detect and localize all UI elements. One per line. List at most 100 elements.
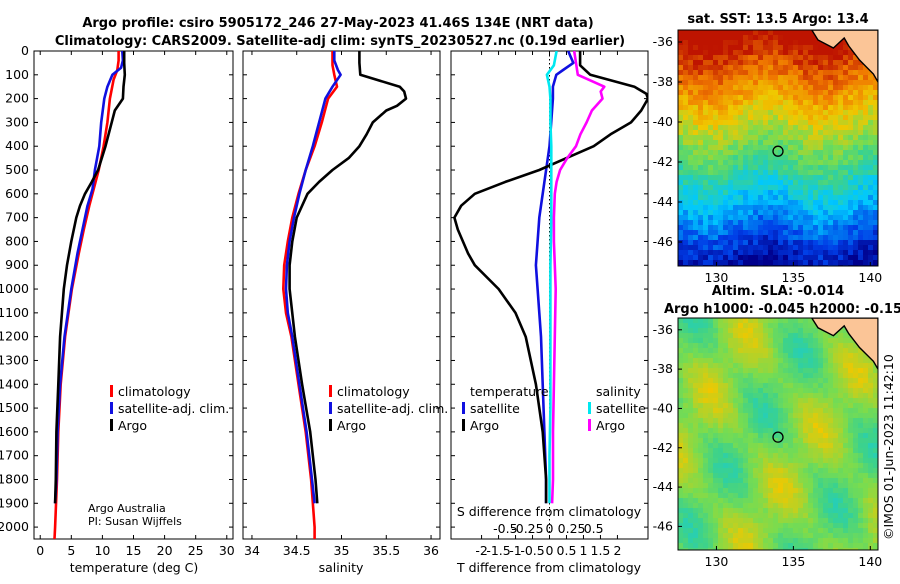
x-tick-label: 10	[94, 543, 110, 558]
legend-swatch-s-argo	[588, 419, 591, 431]
salinity-xlabel: salinity	[319, 560, 364, 575]
temperature-axes	[33, 50, 234, 540]
legend-label-s-satellite: satellite	[596, 401, 646, 416]
sst-map-ticks: 130 135 140 -36 -38 -40 -42 -44 -46	[653, 34, 883, 285]
series-satellite-adj-clim-	[284, 51, 342, 504]
s-x-tick-label: 0.5	[584, 521, 604, 536]
depth-tick-label: 600	[5, 186, 29, 201]
s-x-tick-label: -0.5	[493, 521, 517, 536]
legend-label-s-argo: Argo	[596, 418, 625, 433]
land-area	[810, 318, 878, 371]
map-y-tick-label: -36	[653, 34, 673, 49]
s-difference-xlabel: S difference from climatology	[457, 504, 642, 519]
map-y-tick-label: -42	[653, 440, 673, 455]
depth-tick-label: 1000	[0, 281, 29, 296]
salinity-legend: climatology satellite-adj. clim. Argo	[329, 384, 448, 433]
salinity-plot: 34 34.5 35 35.5 36	[244, 51, 439, 558]
series-t-satellite	[534, 51, 575, 504]
x-tick-label: 36	[423, 543, 439, 558]
depth-tick-label: 1900	[0, 495, 29, 510]
sla-map-title1: Altim. SLA: -0.014	[712, 284, 844, 299]
depth-tick-label: 500	[5, 162, 29, 177]
temperature-plot: 0 5 10 15 20 25 30	[36, 51, 235, 558]
credit-line1: Argo Australia	[88, 502, 166, 515]
x-tick-label: -1	[509, 543, 521, 558]
legend-label-argo: Argo	[337, 418, 366, 433]
depth-tick-label: 100	[5, 67, 29, 82]
map-y-tick-label: -46	[653, 234, 673, 249]
x-tick-label: 15	[126, 543, 142, 558]
legend-label-t-satellite: satellite	[470, 401, 520, 416]
depth-tick-label: 400	[5, 138, 29, 153]
map-y-tick-label: -44	[653, 479, 673, 494]
map-y-tick-label: -40	[653, 400, 673, 415]
legend-swatch-argo	[110, 419, 113, 431]
depth-tick-label: 1500	[0, 400, 29, 415]
map-y-tick-label: -38	[653, 361, 673, 376]
x-tick-label: 25	[188, 543, 204, 558]
figure-title-line1: Argo profile: csiro 5905172_246 27-May-2…	[82, 16, 593, 31]
sla-map-ticks: 130 135 140 -36 -38 -40 -42 -44 -46	[653, 322, 883, 569]
temperature-legend: climatology satellite-adj. clim. Argo	[110, 384, 229, 433]
x-tick-label: 0	[546, 543, 554, 558]
series-s-argo	[550, 51, 606, 504]
depth-tick-label: 700	[5, 210, 29, 225]
float-position-marker	[772, 145, 784, 157]
x-tick-label: 20	[157, 543, 173, 558]
s-x-tick-label: -0.25	[511, 521, 543, 536]
timestamp: ©IMOS 01-Jun-2023 11:42:10	[881, 354, 896, 540]
legend-swatch-climatology	[329, 385, 332, 397]
figure-title-line2: Climatology: CARS2009. Satellite-adj cli…	[55, 34, 625, 49]
legend-label-climatology: climatology	[337, 384, 410, 399]
depth-tick-label: 1700	[0, 448, 29, 463]
depth-tick-label: 1400	[0, 376, 29, 391]
legend-title-salinity: salinity	[596, 384, 641, 399]
map-x-tick-label: 140	[858, 554, 882, 569]
sst-map	[678, 30, 878, 266]
depth-tick-label: 1200	[0, 329, 29, 344]
legend-label-climatology: climatology	[118, 384, 191, 399]
legend-swatch-s-satellite	[588, 402, 591, 414]
map-x-tick-label: 135	[781, 554, 805, 569]
legend-swatch-satellite	[329, 402, 332, 414]
series-argo	[288, 51, 408, 504]
depth-tick-label: 900	[5, 257, 29, 272]
s-x-tick-label: 0.25	[558, 521, 586, 536]
x-tick-label: 1	[579, 543, 587, 558]
difference-legend: temperature satellite Argo salinity sate…	[462, 384, 646, 433]
legend-swatch-t-satellite	[462, 402, 465, 414]
credit-line2: PI: Susan Wijffels	[88, 515, 182, 528]
series-s-satellite	[545, 51, 558, 504]
sst-map-frame	[677, 29, 879, 267]
map-y-tick-label: -44	[653, 194, 673, 209]
x-tick-label: 35	[334, 543, 350, 558]
land-area	[810, 30, 878, 84]
x-tick-label: -2	[475, 543, 487, 558]
map-x-tick-label: 135	[781, 270, 805, 285]
depth-axis: 0 100 200 300 400 500 600 700 800 900 1000 1100 1200…	[0, 43, 648, 534]
depth-tick-label: 200	[5, 91, 29, 106]
legend-label-satellite: satellite-adj. clim.	[337, 401, 448, 416]
depth-tick-label: 0	[21, 43, 29, 58]
x-tick-label: 0	[36, 543, 44, 558]
t-difference-xlabel: T difference from climatology	[456, 560, 642, 575]
x-tick-label: 34.5	[283, 543, 311, 558]
sla-map-title2: Argo h1000: -0.045 h2000: -0.15	[664, 302, 900, 317]
map-x-tick-label: 130	[705, 554, 729, 569]
map-y-tick-label: -36	[653, 322, 673, 337]
legend-swatch-climatology	[110, 385, 113, 397]
depth-tick-label: 1800	[0, 471, 29, 486]
x-tick-label: -0.5	[520, 543, 544, 558]
map-x-tick-label: 130	[705, 270, 729, 285]
series-t-argo	[453, 51, 648, 504]
depth-tick-label: 800	[5, 233, 29, 248]
legend-label-argo: Argo	[118, 418, 147, 433]
legend-label-t-argo: Argo	[470, 418, 499, 433]
depth-tick-label: 2000	[0, 519, 29, 534]
depth-tick-label: 1300	[0, 352, 29, 367]
x-tick-label: 1.5	[591, 543, 611, 558]
x-tick-label: 30	[219, 543, 235, 558]
map-y-tick-label: -40	[653, 114, 673, 129]
x-tick-label: 35.5	[372, 543, 400, 558]
